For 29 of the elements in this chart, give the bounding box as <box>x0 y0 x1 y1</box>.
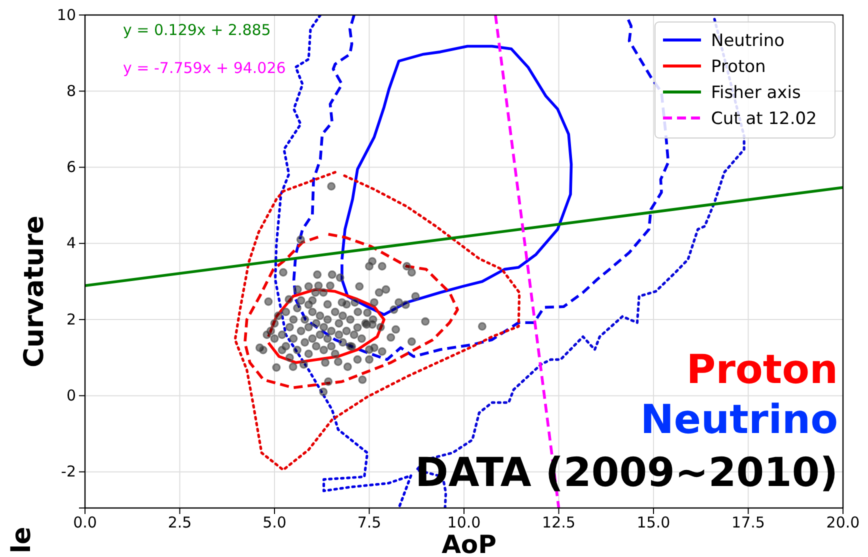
y-tick-label: -2 <box>61 462 76 481</box>
legend-label: Neutrino <box>711 31 785 51</box>
x-tick-label: 12.5 <box>542 514 576 532</box>
annotation: y = -7.759x + 94.026 <box>123 59 286 77</box>
legend-label: Proton <box>711 57 766 77</box>
x-tick-label: 7.5 <box>357 514 382 532</box>
x-tick-label: 10.0 <box>447 514 481 532</box>
x-tick-label: 0.0 <box>73 514 97 532</box>
x-axis-title: AoP <box>442 530 496 557</box>
annotation: y = 0.129x + 2.885 <box>123 21 271 39</box>
x-tick-label: 15.0 <box>636 514 670 532</box>
y-axis-title: Curvature <box>19 216 50 368</box>
y-tick-label: 2 <box>66 310 76 328</box>
line-series <box>244 232 459 390</box>
y-tick-label: 10 <box>56 6 76 24</box>
x-tick-label: 5.0 <box>262 514 286 532</box>
legend-label: Cut at 12.02 <box>711 109 817 129</box>
annotation: Proton <box>686 347 838 393</box>
x-tick-label: 2.5 <box>168 514 192 532</box>
x-tick-label: 20.0 <box>826 514 860 532</box>
y-tick-label: 0 <box>66 386 76 404</box>
y-tick-label: 4 <box>66 234 76 252</box>
legend-label: Fisher axis <box>711 83 801 103</box>
text: le <box>7 526 37 554</box>
x-tick-label: 17.5 <box>732 514 765 532</box>
annotation: Neutrino <box>640 397 838 443</box>
y-tick-label: 6 <box>66 158 76 176</box>
y-tick-label: 8 <box>66 82 76 100</box>
line-series <box>292 15 670 361</box>
